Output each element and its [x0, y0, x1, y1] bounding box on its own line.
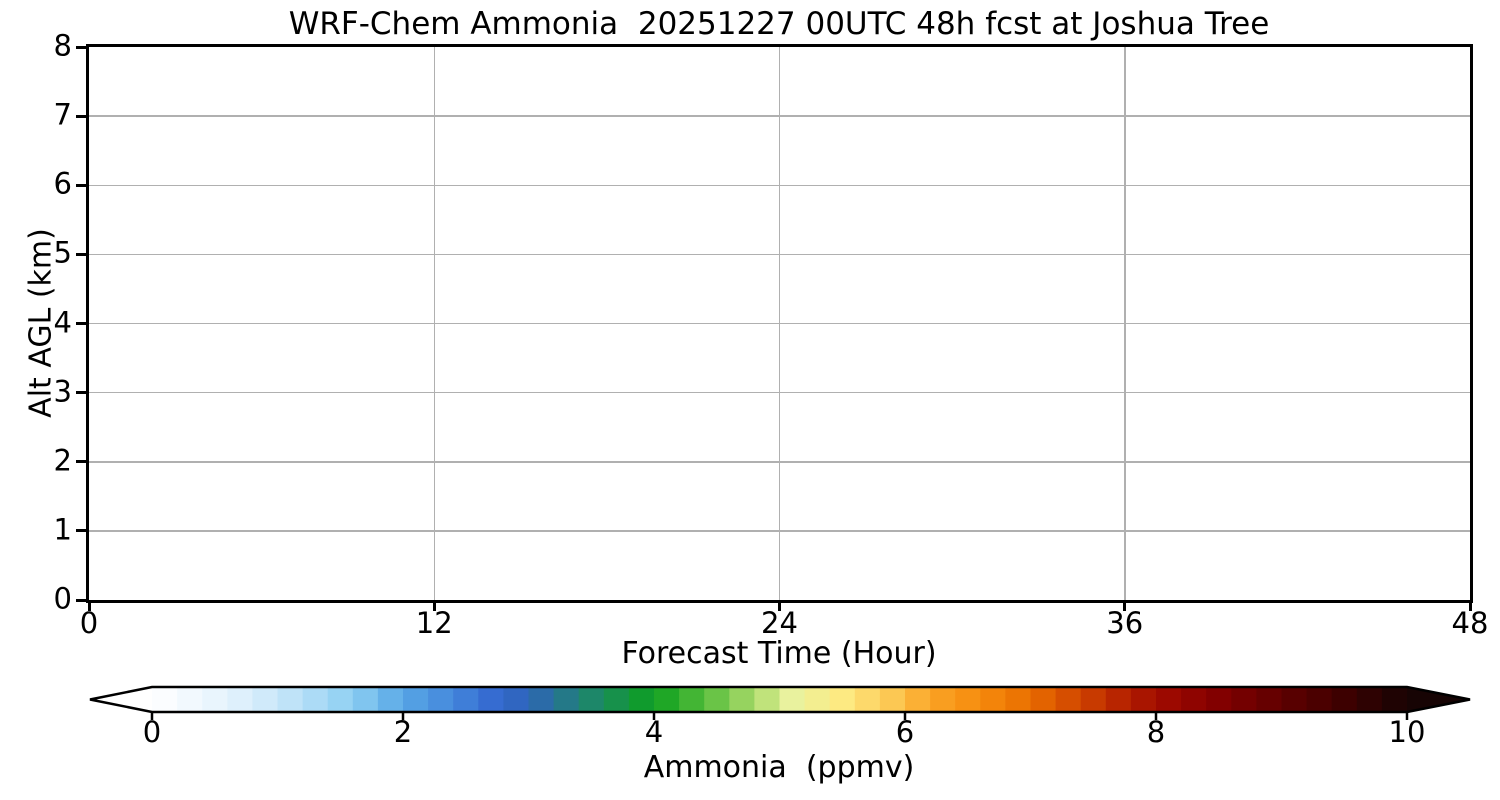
gridline-horizontal: [89, 322, 1470, 325]
gridline-horizontal: [89, 530, 1470, 532]
x-axis-label: Forecast Time (Hour): [621, 636, 937, 671]
x-tick-label: 12: [415, 606, 453, 640]
y-tick-label: 0: [53, 581, 72, 616]
x-tick-mark: [1468, 601, 1472, 611]
gridline-horizontal: [89, 461, 1470, 463]
gridline-horizontal: [89, 253, 1470, 256]
y-tick-label: 7: [53, 97, 72, 132]
y-tick-label: 1: [53, 512, 72, 547]
x-tick-label: 0: [79, 606, 99, 640]
y-tick-mark: [76, 252, 86, 256]
colorbar-tick-label: 10: [1388, 715, 1426, 749]
plot-area: [86, 44, 1473, 603]
y-tick-label: 5: [53, 236, 72, 271]
y-tick-mark: [76, 322, 86, 325]
x-tick-label: 36: [1106, 606, 1144, 640]
y-tick-mark: [76, 183, 86, 187]
y-tick-mark: [76, 598, 86, 602]
y-tick-mark: [76, 460, 86, 464]
y-tick-label: 6: [53, 166, 72, 201]
y-tick-label: 4: [53, 305, 72, 340]
y-tick-label: 2: [53, 443, 72, 478]
x-tick-label: 24: [761, 606, 798, 640]
gridline-horizontal: [89, 184, 1470, 186]
x-tick-mark: [432, 601, 436, 611]
colorbar-label: Ammonia (ppmv): [643, 750, 915, 785]
y-tick-mark: [76, 391, 86, 395]
colorbar-tick-label: 6: [895, 715, 915, 749]
colorbar-gradient: [89, 685, 1471, 720]
colorbar-min-arrow: [90, 687, 152, 712]
y-tick-mark: [76, 45, 86, 49]
gridline-horizontal: [89, 115, 1470, 117]
gridline-horizontal: [89, 391, 1470, 394]
colorbar-tick-label: 4: [644, 715, 664, 749]
y-tick-label: 3: [53, 374, 72, 409]
y-tick-mark: [76, 529, 86, 533]
x-tick-mark: [778, 601, 781, 611]
colorbar-max-arrow: [1407, 687, 1470, 712]
colorbar-tick-label: 0: [142, 715, 162, 749]
y-tick-label: 8: [53, 28, 72, 63]
y-tick-mark: [76, 114, 86, 118]
x-tick-mark: [87, 601, 91, 611]
x-tick-mark: [1123, 601, 1127, 611]
x-tick-label: 48: [1451, 606, 1489, 640]
colorbar-tick-label: 2: [393, 715, 413, 749]
colorbar-tick-label: 8: [1146, 715, 1166, 749]
chart-title: WRF-Chem Ammonia 20251227 00UTC 48h fcst…: [288, 6, 1270, 42]
